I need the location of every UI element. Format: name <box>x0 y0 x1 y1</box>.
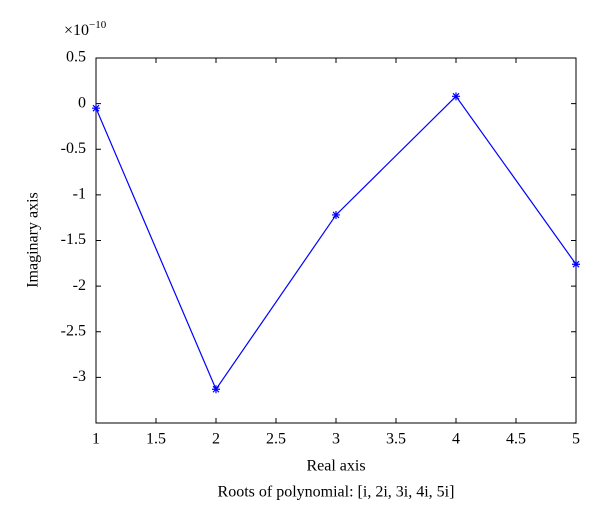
x-tick-label: 3 <box>332 431 340 448</box>
point-marker <box>452 92 460 101</box>
y-tick-label: -1 <box>73 186 86 203</box>
x-tick-label: 2.5 <box>266 431 286 448</box>
y-tick-label: -2 <box>73 277 86 294</box>
x-tick-label: 4 <box>452 431 460 448</box>
x-tick-label: 3.5 <box>386 431 406 448</box>
y-tick-label: -3 <box>73 368 86 385</box>
y-tick-label: 0.5 <box>66 49 86 66</box>
y-axis-label: Imaginary axis <box>25 192 42 288</box>
y-multiplier: ×10−10 <box>64 19 107 39</box>
x-tick-label: 1.5 <box>146 431 166 448</box>
y-tick-label: 0 <box>78 94 86 111</box>
y-tick-label: -1.5 <box>61 231 86 248</box>
point-marker <box>212 385 220 394</box>
plot-frame <box>95 57 577 424</box>
point-marker <box>572 260 580 269</box>
x-tick-label: 5 <box>572 431 580 448</box>
x-tick-label: 4.5 <box>506 431 526 448</box>
point-marker <box>332 210 340 219</box>
x-tick-label: 1 <box>92 431 100 448</box>
y-tick-label: -2.5 <box>61 322 86 339</box>
x-axis-label: Real axis <box>306 458 365 475</box>
y-tick-label: -0.5 <box>61 140 86 157</box>
caption: Roots of polynomial: [i, 2i, 3i, 4i, 5i] <box>218 484 455 501</box>
point-marker <box>92 104 100 113</box>
y-multiplier-base: ×10 <box>64 22 89 39</box>
y-multiplier-exponent: −10 <box>89 19 107 31</box>
series-line <box>95 95 577 391</box>
x-tick-label: 2 <box>212 431 220 448</box>
